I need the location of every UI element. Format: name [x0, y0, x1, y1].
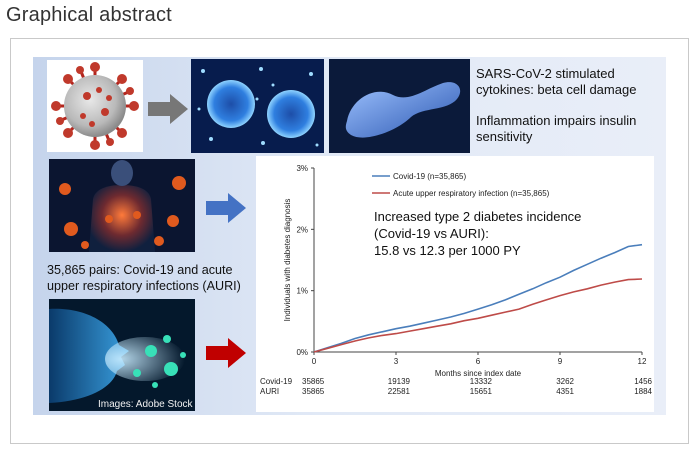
risk-cell: 22581: [388, 387, 411, 396]
virus-image: [47, 60, 143, 152]
annotation-line-1: Increased type 2 diabetes incidence: [374, 209, 581, 224]
legend-covid: Covid-19 (n=35,865): [393, 172, 466, 181]
face-sneeze-image: [49, 299, 195, 411]
chart-container: 0% 1% 2% 3% 0 3 6 9 12 Covid-19 (n=35,865) Acut…: [256, 156, 654, 412]
x-tick-label: 6: [476, 357, 481, 366]
risk-table: Covid-19 35865 19139 13332 3262 1456 AURI 35865…: [260, 377, 653, 396]
risk-cell: 1884: [634, 387, 652, 396]
covid-series-line: [313, 243, 643, 353]
y-tick-label: 3%: [296, 164, 308, 173]
risk-cell: 3262: [556, 377, 574, 386]
image-credit: Images: Adobe Stock: [98, 399, 193, 410]
lungs-infection-icon: [49, 159, 195, 252]
risk-cell: 13332: [470, 377, 493, 386]
annotation-line-2: (Covid-19 vs AURI):: [374, 226, 489, 241]
risk-row-label: AURI: [260, 387, 279, 396]
risk-cell: 15651: [470, 387, 493, 396]
immune-cells-icon: [191, 59, 324, 153]
risk-cell: 35865: [302, 377, 325, 386]
legend: Covid-19 (n=35,865) Acute upper respirat…: [372, 172, 550, 198]
risk-row-label: Covid-19: [260, 377, 293, 386]
pancreas-icon: [329, 59, 470, 153]
body-lungs-image: [49, 159, 195, 252]
x-tick-label: 3: [394, 357, 399, 366]
gray-arrow-icon: [148, 94, 188, 124]
pairs-text: 35,865 pairs: Covid-19 and acute upper r…: [47, 263, 241, 293]
x-tick-label: 9: [558, 357, 563, 366]
inflammation-text: Inflammation impairs insulin sensitivity: [476, 113, 637, 144]
mechanism-text: SARS-CoV-2 stimulated cytokines: beta ce…: [476, 66, 666, 160]
y-tick-label: 2%: [296, 225, 308, 234]
x-tick-label: 12: [638, 357, 647, 366]
incidence-annotation: Increased type 2 diabetes incidence (Cov…: [374, 209, 581, 258]
y-tick-label: 0%: [296, 348, 308, 357]
y-axis-label: Individuals with diabetes diagnosis: [283, 199, 292, 322]
figure-header: Graphical abstract: [6, 4, 172, 26]
blue-arrow-icon: [206, 193, 246, 223]
legend-auri: Acute upper respiratory infection (n=35,…: [393, 189, 550, 198]
risk-cell: 1456: [634, 377, 652, 386]
risk-cell: 19139: [388, 377, 411, 386]
pancreas-image: [329, 59, 470, 153]
red-arrow-icon: [206, 338, 246, 368]
cytokine-cells-image: [191, 59, 324, 153]
x-axis-label: Months since index date: [435, 369, 522, 378]
y-tick-label: 1%: [296, 287, 308, 296]
annotation-line-3: 15.8 vs 12.3 per 1000 PY: [374, 243, 521, 258]
risk-cell: 35865: [302, 387, 325, 396]
incidence-chart: 0% 1% 2% 3% 0 3 6 9 12 Covid-19 (n=35,865) Acut…: [260, 164, 653, 396]
sneeze-virus-icon: [49, 299, 195, 411]
auri-series-line: [313, 278, 643, 353]
coronavirus-icon: [51, 62, 139, 150]
x-tick-label: 0: [312, 357, 317, 366]
cytokines-text: SARS-CoV-2 stimulated cytokines: beta ce…: [476, 66, 637, 97]
risk-cell: 4351: [556, 387, 574, 396]
